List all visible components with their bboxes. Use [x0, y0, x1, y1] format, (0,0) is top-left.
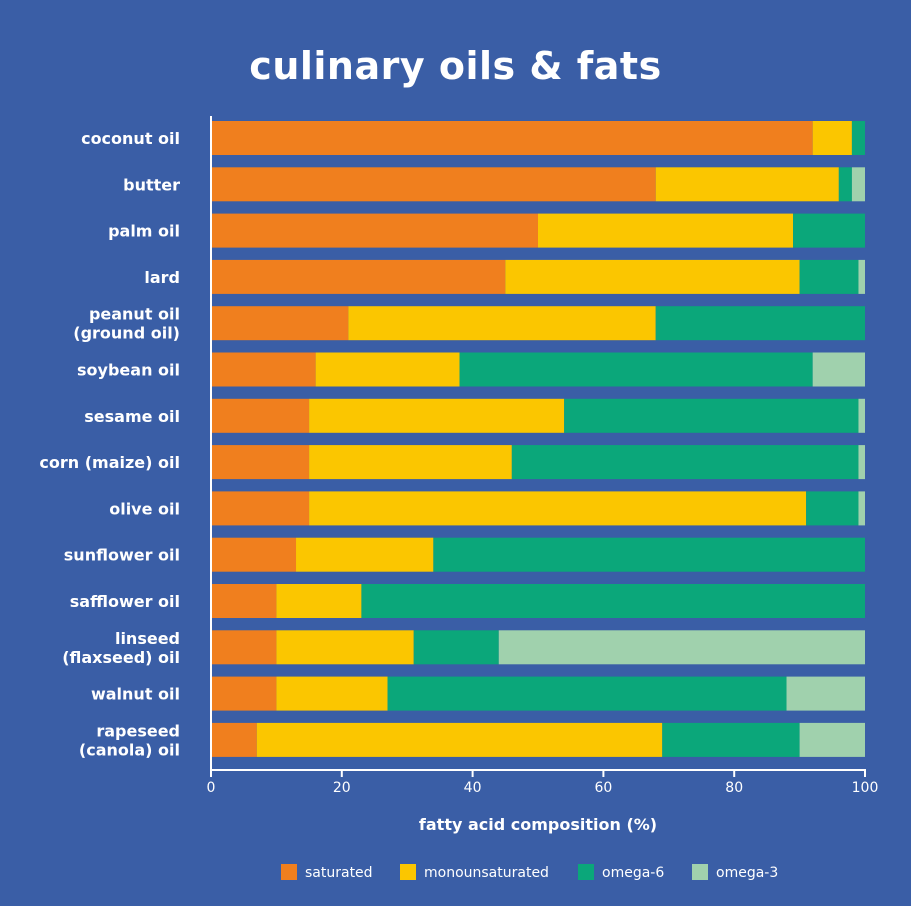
bar-segment-omega-3-5	[812, 352, 865, 387]
x-axis-title: fatty acid composition (%)	[419, 815, 657, 834]
bar-segment-monounsaturated-10	[276, 584, 362, 618]
bar-segment-monounsaturated-1	[655, 167, 839, 202]
category-label-12: walnut oil	[91, 685, 180, 704]
bar-segment-monounsaturated-9	[296, 537, 434, 572]
bar-segment-omega-6-8	[806, 491, 859, 526]
bar-segment-omega-3-13	[799, 722, 865, 757]
bar-segment-omega-6-10	[361, 584, 865, 618]
bar-segment-saturated-3	[211, 259, 506, 294]
legend-swatch-omega-3	[692, 864, 708, 880]
bar-segment-saturated-10	[211, 584, 277, 618]
category-label-6: sesame oil	[84, 407, 180, 426]
category-label-1: butter	[123, 175, 180, 194]
category-label-4-line1: (ground oil)	[73, 324, 180, 343]
legend-swatch-monounsaturated	[400, 864, 416, 880]
bar-segment-monounsaturated-12	[276, 676, 388, 711]
category-label-13-line1: (canola) oil	[79, 740, 180, 759]
bar-segment-saturated-5	[211, 352, 316, 387]
bar-segment-saturated-12	[211, 676, 277, 711]
bar-segment-omega-3-11	[498, 630, 865, 665]
category-label-11-line0: linseed	[115, 629, 180, 648]
legend-label-monounsaturated: monounsaturated	[424, 865, 549, 881]
legend-label-omega-3: omega-3	[716, 865, 778, 881]
legend: saturated monounsaturated omega-6 omega-3	[281, 864, 778, 881]
bar-segment-omega-3-12	[786, 676, 865, 711]
bar-segment-monounsaturated-13	[256, 722, 663, 757]
bar-segment-omega-6-6	[564, 398, 859, 433]
category-label-7: corn (maize) oil	[39, 453, 180, 472]
category-label-5: soybean oil	[77, 361, 180, 380]
bar-segment-saturated-7	[211, 445, 310, 480]
legend-label-saturated: saturated	[305, 865, 373, 881]
category-label-9: sunflower oil	[64, 546, 180, 565]
category-label-2: palm oil	[108, 222, 180, 241]
category-label-8: olive oil	[109, 499, 180, 518]
legend-swatch-saturated	[281, 864, 297, 880]
x-tick-label-40: 40	[464, 780, 482, 796]
x-tick-label-60: 60	[594, 780, 612, 796]
bar-segment-omega-6-2	[793, 213, 865, 248]
x-tick-label-80: 80	[725, 780, 743, 796]
bar-segment-omega-3-8	[858, 491, 865, 526]
x-tick-label-0: 0	[207, 780, 216, 796]
bar-segment-omega-6-9	[433, 537, 865, 572]
bar-segment-saturated-2	[211, 213, 538, 248]
bar-segment-monounsaturated-5	[315, 352, 460, 387]
x-axis: 0 20 40 60 80 100	[207, 116, 879, 796]
category-label-3: lard	[144, 268, 180, 287]
bar-segment-saturated-6	[211, 398, 310, 433]
bar-segment-saturated-11	[211, 630, 277, 665]
category-label-11-line1: (flaxseed) oil	[62, 648, 180, 667]
bar-segment-monounsaturated-3	[505, 259, 800, 294]
chart-title: culinary oils & fats	[249, 44, 662, 88]
bar-segment-omega-6-11	[413, 630, 499, 665]
bar-segment-saturated-13	[211, 722, 257, 757]
x-tick-label-100: 100	[852, 780, 879, 796]
bar-segment-omega-3-6	[858, 398, 865, 433]
bar-segment-monounsaturated-2	[538, 213, 794, 248]
bar-segment-monounsaturated-11	[276, 630, 414, 665]
bars-group	[211, 121, 865, 757]
bar-segment-omega-3-1	[851, 167, 865, 202]
bar-segment-monounsaturated-8	[309, 491, 807, 526]
category-label-10: safflower oil	[70, 592, 180, 611]
x-tick-label-20: 20	[333, 780, 351, 796]
bar-segment-monounsaturated-7	[309, 445, 512, 480]
bar-segment-omega-6-5	[459, 352, 813, 387]
bar-segment-monounsaturated-4	[348, 306, 656, 341]
bar-segment-saturated-0	[211, 121, 813, 155]
bar-segment-omega-6-13	[662, 722, 800, 757]
bar-segment-omega-3-3	[858, 259, 865, 294]
bar-segment-monounsaturated-0	[812, 121, 852, 155]
category-label-4-line0: peanut oil	[89, 305, 180, 324]
bar-segment-saturated-1	[211, 167, 656, 202]
bar-segment-saturated-9	[211, 537, 297, 572]
bar-segment-saturated-4	[211, 306, 349, 341]
bar-segment-omega-6-4	[655, 306, 865, 341]
bar-segment-omega-3-7	[858, 445, 865, 480]
bar-segment-omega-6-12	[387, 676, 787, 711]
bar-segment-omega-6-7	[511, 445, 859, 480]
bar-segment-saturated-8	[211, 491, 310, 526]
legend-swatch-omega-6	[578, 864, 594, 880]
category-label-13-line0: rapeseed	[96, 721, 180, 740]
bar-segment-monounsaturated-6	[309, 398, 565, 433]
category-label-0: coconut oil	[81, 129, 180, 148]
bar-segment-omega-6-3	[799, 259, 859, 294]
bar-segment-omega-6-0	[851, 121, 865, 155]
bar-segment-omega-6-1	[838, 167, 852, 202]
legend-label-omega-6: omega-6	[602, 865, 664, 881]
